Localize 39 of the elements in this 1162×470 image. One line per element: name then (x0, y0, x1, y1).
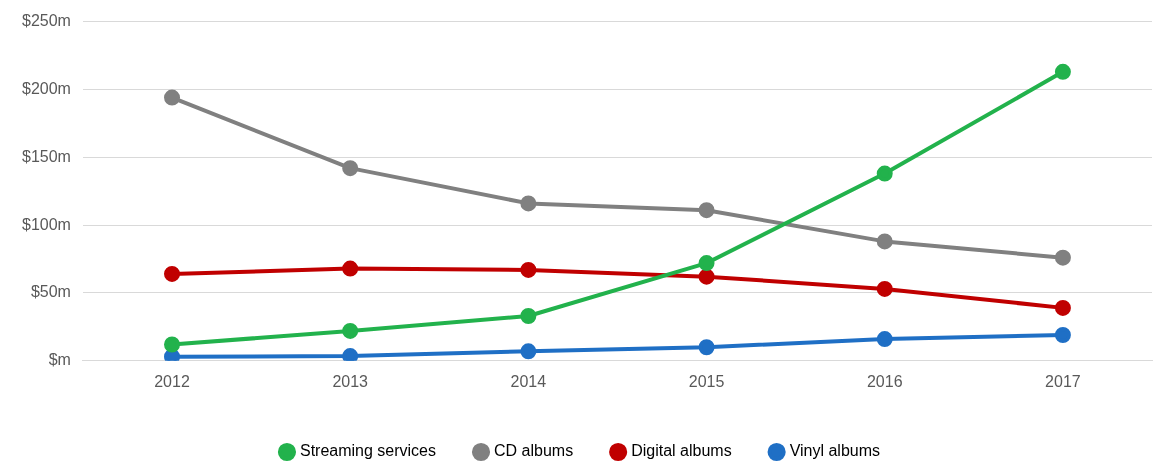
point (342, 160, 359, 177)
y-tick-label: $m (48, 351, 71, 369)
point (698, 202, 715, 219)
y-tick-label: $250m (22, 12, 71, 30)
legend-label: Streaming services (299, 442, 437, 460)
point (520, 308, 537, 325)
point (520, 195, 537, 212)
y-tick-label: $150m (22, 147, 71, 165)
y-tick-label: $100m (22, 215, 71, 233)
y-tick-label: $200m (22, 79, 71, 97)
x-tick-label: 2014 (510, 372, 547, 390)
x-tick-label: 2016 (866, 372, 903, 390)
point (342, 322, 359, 339)
legend-label: Vinyl albums (789, 442, 881, 460)
point (876, 331, 893, 348)
point (698, 268, 715, 285)
point (164, 265, 181, 282)
x-tick-label: 2013 (332, 372, 369, 390)
point (342, 260, 359, 277)
point (698, 255, 715, 272)
legend-label: Digital albums (631, 442, 732, 460)
x-tick-label: 2017 (1045, 372, 1081, 390)
legend-label: CD albums (494, 442, 574, 460)
point (164, 336, 181, 353)
point (876, 165, 893, 182)
point (1054, 299, 1071, 316)
point (1054, 327, 1071, 344)
point (876, 233, 893, 250)
point (342, 348, 359, 361)
x-tick-label: 2012 (154, 372, 190, 390)
point (698, 339, 715, 356)
point (164, 89, 181, 106)
x-tick-label: 2015 (688, 372, 725, 390)
point (520, 261, 537, 278)
point (876, 280, 893, 297)
point (1054, 63, 1071, 80)
y-tick-label: $50m (30, 283, 71, 301)
point (520, 343, 537, 360)
point (1054, 249, 1071, 266)
